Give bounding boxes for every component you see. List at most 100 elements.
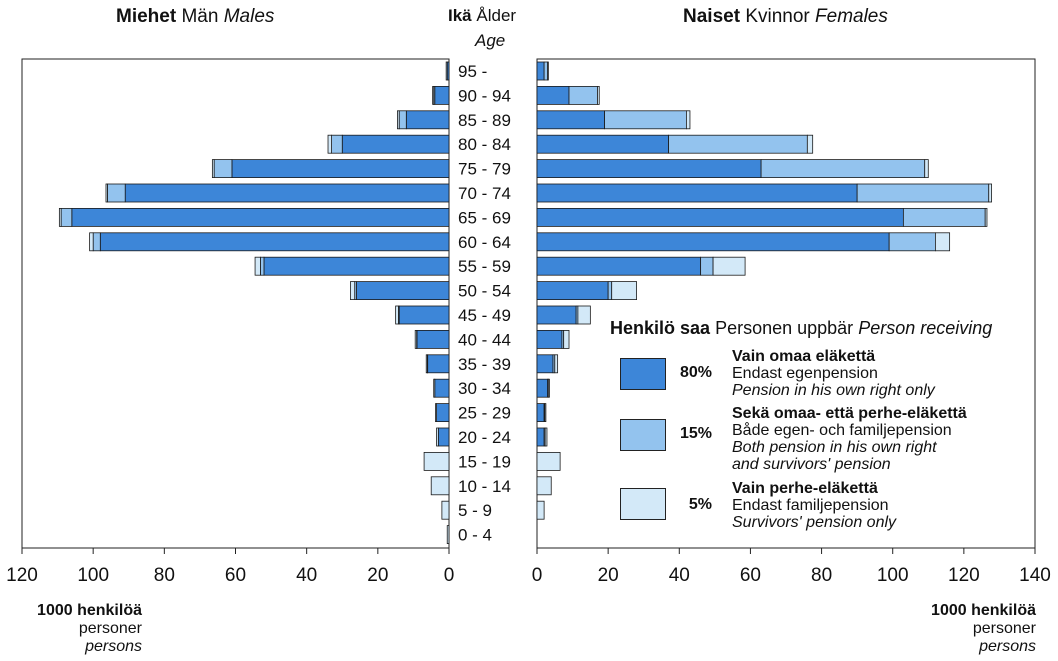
male-bar-own_only-35-39	[427, 354, 450, 374]
female-bar-both-55-59	[700, 256, 714, 276]
age-header-fi: Ikä	[448, 6, 472, 25]
age-label-25-29: 25 - 29	[458, 404, 511, 423]
male-bar-survivors_only-0-4	[446, 525, 450, 544]
female-bar-survivors_only-20-24	[544, 427, 548, 447]
female-bar-survivors_only-5-9	[536, 500, 545, 520]
legend-both-en1: Both pension in his own right	[732, 439, 937, 456]
female-bar-survivors_only-35-39	[554, 354, 559, 374]
female-bar-survivors_only-25-29	[544, 403, 547, 423]
female-bar-own_only-35-39	[536, 354, 554, 374]
females-tick-label-40: 40	[669, 565, 690, 586]
females-tick-label-140: 140	[1019, 565, 1051, 586]
legend-own-en: Pension in his own right only	[732, 382, 935, 399]
female-bar-both-65-69	[902, 207, 986, 227]
male-bar-own_only-75-79	[231, 159, 450, 179]
female-bar-survivors_only-90-94	[597, 86, 600, 105]
females-tick-label-60: 60	[740, 565, 761, 586]
age-labels-layer: 95 - 90 - 94 85 - 89 80 - 84 75 - 79 70 - 74 6…	[458, 62, 511, 545]
male-bar-own_only-85-89	[405, 110, 450, 130]
males-header-sv: Män	[181, 6, 219, 27]
male-bar-survivors_only-50-54	[350, 281, 356, 301]
female-bar-both-80-84	[668, 134, 808, 154]
female-bar-own_only-30-34	[536, 378, 549, 398]
age-label-85-89: 85 - 89	[458, 111, 511, 130]
male-bar-survivors_only-55-59	[254, 256, 261, 276]
age-label-0-4: 0 - 4	[458, 526, 492, 545]
female-bar-both-50-54	[607, 281, 613, 301]
males-header: Miehet Män Males	[116, 6, 274, 28]
age-label-90-94: 90 - 94	[458, 86, 511, 105]
males-unit-en: persons	[85, 638, 142, 655]
legend-survivors-fi: Vain perhe-eläkettä	[732, 480, 878, 497]
plot-frames	[21, 58, 1036, 549]
legend-both-sv: Både egen- och familjepension	[732, 422, 952, 439]
female-bar-both-75-79	[760, 159, 926, 179]
legend-survivors-sv: Endast familjepension	[732, 497, 889, 514]
males-header-en: Males	[223, 6, 275, 27]
female-bar-own_only-95	[536, 61, 545, 81]
age-label-10-14: 10 - 14	[458, 477, 511, 496]
male-bar-own_only-30-34	[434, 378, 450, 398]
male-bar-own_only-50-54	[356, 281, 450, 301]
male-bar-both-80-84	[331, 134, 343, 154]
female-bar-survivors_only-10-14	[536, 476, 552, 496]
female-bar-own_only-75-79	[536, 159, 762, 179]
male-bar-own_only-90-94	[434, 86, 450, 105]
male-bar-survivors_only-25-29	[435, 403, 437, 423]
females-tick-label-100: 100	[877, 565, 909, 586]
female-bar-both-85-89	[604, 110, 687, 130]
age-header: Ikä Ålder	[448, 6, 516, 26]
legend-both-en2: and survivors' pension	[732, 456, 891, 473]
male-bar-survivors_only-10-14	[430, 476, 450, 496]
females-tick-label-0: 0	[532, 565, 543, 586]
age-label-75-79: 75 - 79	[458, 160, 511, 179]
male-bar-survivors_only-75-79	[211, 159, 215, 179]
age-label-80-84: 80 - 84	[458, 135, 511, 154]
female-bar-survivors_only-65-69	[984, 207, 988, 227]
age-label-40-44: 40 - 44	[458, 330, 511, 349]
females-header: Naiset Kvinnor Females	[683, 6, 888, 28]
female-bar-own_only-25-29	[536, 403, 545, 423]
male-bar-survivors_only-20-24	[436, 427, 439, 447]
legend-pct-own: 80%	[679, 364, 712, 381]
male-bar-own_only-60-64	[99, 232, 450, 252]
legend-swatch-both	[620, 419, 666, 451]
females-tick-label-80: 80	[811, 565, 832, 586]
axis-ticks-layer: 120 100 80 60 40 20 0 0 20 40 60 80 100 120 140	[6, 548, 1051, 586]
male-bar-survivors_only-15-19	[423, 451, 450, 471]
male-bar-survivors_only-90-94	[432, 86, 435, 105]
females-tick-label-20: 20	[598, 565, 619, 586]
female-bar-own_only-85-89	[536, 110, 605, 130]
age-label-30-34: 30 - 34	[458, 379, 511, 398]
females-unit-label: 1000 henkilöä personer persons	[880, 602, 1036, 656]
male-bar-own_only-55-59	[263, 256, 450, 276]
female-bar-own_only-65-69	[536, 207, 904, 227]
female-bar-own_only-45-49	[536, 305, 577, 325]
male-bar-survivors_only-85-89	[397, 110, 400, 130]
legend-title-fi: Henkilö saa	[610, 318, 711, 338]
females-plot-frame	[536, 58, 1036, 549]
female-bar-own_only-20-24	[536, 427, 545, 447]
male-bar-survivors_only-65-69	[58, 207, 62, 227]
legend-swatch-survivors	[620, 488, 666, 520]
bars-layer	[58, 61, 993, 544]
female-bar-both-90-94	[568, 86, 598, 105]
male-bar-survivors_only-5-9	[441, 500, 450, 520]
male-bar-survivors_only-95	[445, 61, 448, 81]
legend-title-en: Person receiving	[858, 318, 993, 338]
age-header-sv: Ålder	[476, 6, 517, 25]
female-bar-survivors_only-30-34	[547, 378, 550, 398]
age-label-15-19: 15 - 19	[458, 452, 511, 471]
females-unit-en: persons	[979, 638, 1036, 655]
male-bar-survivors_only-60-64	[89, 232, 94, 252]
female-bar-survivors_only-15-19	[536, 451, 561, 471]
legend-swatch-own	[620, 358, 666, 390]
female-bar-own_only-70-74	[536, 183, 858, 203]
female-bar-survivors_only-45-49	[577, 305, 591, 325]
females-header-fi: Naiset	[683, 6, 741, 27]
male-bar-both-55-59	[260, 256, 265, 276]
male-bar-survivors_only-30-34	[433, 378, 436, 398]
male-bar-survivors_only-40-44	[414, 329, 418, 349]
male-bar-both-70-74	[107, 183, 126, 203]
legend-own-sv: Endast egenpension	[732, 365, 878, 382]
